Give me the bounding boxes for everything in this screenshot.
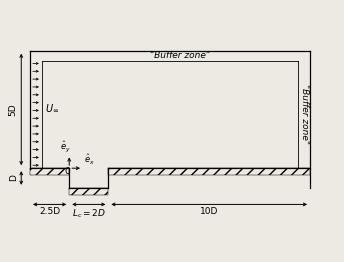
Text: "Buffer zone": "Buffer zone" [300, 84, 309, 144]
Text: 5D: 5D [9, 103, 18, 116]
Text: D: D [9, 174, 18, 181]
Text: 2.5D: 2.5D [39, 207, 60, 216]
Bar [108, 168, 310, 175]
Text: $L_c=2D$: $L_c=2D$ [72, 207, 106, 220]
Text: "Buffer zone": "Buffer zone" [150, 51, 210, 60]
Text: 10D: 10D [200, 207, 218, 216]
Text: $\hat{e}_x$: $\hat{e}_x$ [85, 153, 95, 167]
Text: $\hat{e}_y$: $\hat{e}_y$ [60, 139, 71, 154]
Bar [30, 168, 69, 175]
Bar [69, 188, 108, 195]
Text: 0: 0 [64, 167, 70, 176]
Text: $U_\infty$: $U_\infty$ [45, 102, 59, 114]
